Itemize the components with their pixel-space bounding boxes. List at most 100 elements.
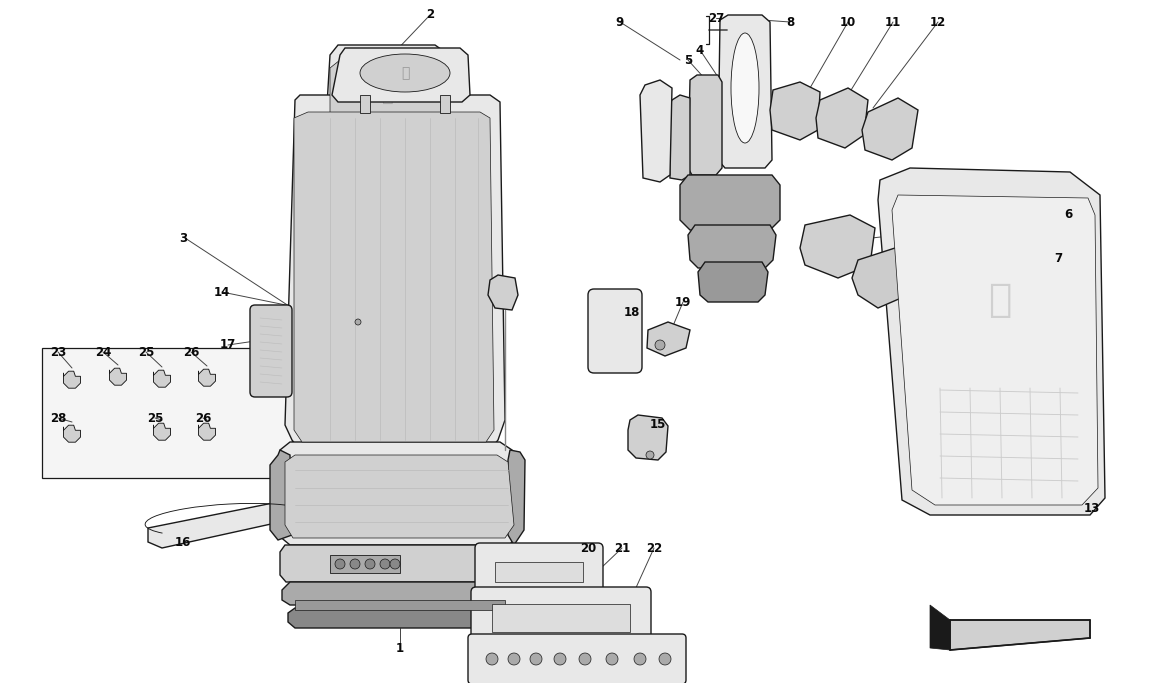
Text: 2: 2: [426, 8, 434, 21]
Bar: [360, 95, 370, 113]
Circle shape: [350, 559, 360, 569]
FancyBboxPatch shape: [588, 289, 642, 373]
Text: 21: 21: [614, 542, 630, 555]
Polygon shape: [270, 450, 292, 540]
Text: 13: 13: [1083, 501, 1101, 514]
Polygon shape: [282, 582, 518, 605]
FancyBboxPatch shape: [250, 305, 292, 397]
Circle shape: [634, 653, 646, 665]
Polygon shape: [294, 112, 494, 442]
Polygon shape: [862, 98, 918, 160]
Bar: [296, 600, 505, 610]
Circle shape: [656, 340, 665, 350]
Polygon shape: [330, 60, 442, 138]
Ellipse shape: [731, 33, 759, 143]
Text: 12: 12: [930, 16, 946, 29]
Polygon shape: [325, 45, 448, 145]
Polygon shape: [816, 88, 868, 148]
Bar: [43, 348, 292, 478]
Text: 16: 16: [175, 535, 191, 548]
Polygon shape: [199, 423, 215, 441]
Circle shape: [530, 653, 542, 665]
Text: 𝓕: 𝓕: [382, 85, 393, 104]
Polygon shape: [668, 95, 690, 180]
Polygon shape: [688, 75, 722, 175]
Text: 19: 19: [675, 296, 691, 309]
Circle shape: [380, 559, 390, 569]
Polygon shape: [877, 168, 1105, 515]
Polygon shape: [285, 95, 505, 450]
Circle shape: [486, 653, 498, 665]
Circle shape: [659, 653, 670, 665]
Polygon shape: [153, 370, 170, 387]
Text: 28: 28: [49, 411, 67, 425]
Polygon shape: [680, 175, 780, 230]
Polygon shape: [930, 605, 950, 650]
Polygon shape: [852, 248, 915, 308]
Polygon shape: [800, 215, 875, 278]
Text: 22: 22: [646, 542, 662, 555]
Polygon shape: [488, 275, 518, 310]
Text: 17: 17: [220, 339, 236, 352]
Polygon shape: [628, 415, 668, 460]
FancyBboxPatch shape: [472, 587, 651, 647]
Polygon shape: [63, 371, 80, 388]
Polygon shape: [950, 620, 1090, 650]
Bar: [494, 562, 583, 582]
Text: 20: 20: [580, 542, 596, 555]
Text: 23: 23: [49, 346, 67, 359]
Text: 6: 6: [1064, 208, 1072, 221]
Circle shape: [578, 653, 591, 665]
Bar: [411, 160, 420, 165]
Text: 25: 25: [147, 411, 163, 425]
Polygon shape: [688, 225, 776, 268]
Circle shape: [355, 319, 361, 325]
Bar: [440, 95, 450, 113]
Circle shape: [365, 559, 375, 569]
Text: 26: 26: [194, 411, 212, 425]
Text: 10: 10: [840, 16, 856, 29]
Text: 11: 11: [884, 16, 902, 29]
Polygon shape: [199, 370, 215, 386]
Text: 4: 4: [696, 44, 704, 57]
Bar: [354, 142, 362, 164]
Polygon shape: [641, 80, 672, 182]
Circle shape: [508, 653, 520, 665]
Polygon shape: [285, 455, 514, 538]
Circle shape: [335, 559, 345, 569]
Text: 25: 25: [138, 346, 154, 359]
Circle shape: [606, 653, 618, 665]
Polygon shape: [153, 423, 170, 441]
Circle shape: [554, 653, 566, 665]
Bar: [411, 142, 419, 164]
Polygon shape: [698, 262, 768, 302]
Polygon shape: [375, 163, 402, 188]
Text: 14: 14: [214, 285, 230, 298]
Circle shape: [390, 559, 400, 569]
Polygon shape: [718, 15, 772, 168]
Polygon shape: [63, 426, 80, 442]
Text: 1: 1: [396, 641, 404, 654]
Polygon shape: [319, 300, 365, 340]
Bar: [492, 604, 630, 632]
Text: 15: 15: [650, 419, 666, 432]
Text: 3: 3: [179, 232, 187, 245]
Polygon shape: [279, 545, 520, 582]
Bar: [330, 555, 400, 573]
FancyBboxPatch shape: [468, 634, 687, 683]
Text: 9: 9: [616, 16, 624, 29]
Polygon shape: [508, 450, 526, 545]
Polygon shape: [148, 498, 312, 548]
Polygon shape: [647, 322, 690, 356]
Polygon shape: [109, 368, 126, 385]
Text: 27: 27: [708, 12, 724, 25]
Text: 8: 8: [785, 16, 795, 29]
Text: 7: 7: [1053, 251, 1063, 264]
Text: 𝓕: 𝓕: [988, 281, 1012, 319]
Text: 18: 18: [623, 305, 641, 318]
Polygon shape: [892, 195, 1098, 505]
Polygon shape: [770, 82, 820, 140]
Polygon shape: [288, 608, 512, 628]
Bar: [353, 160, 363, 165]
Ellipse shape: [360, 54, 450, 92]
